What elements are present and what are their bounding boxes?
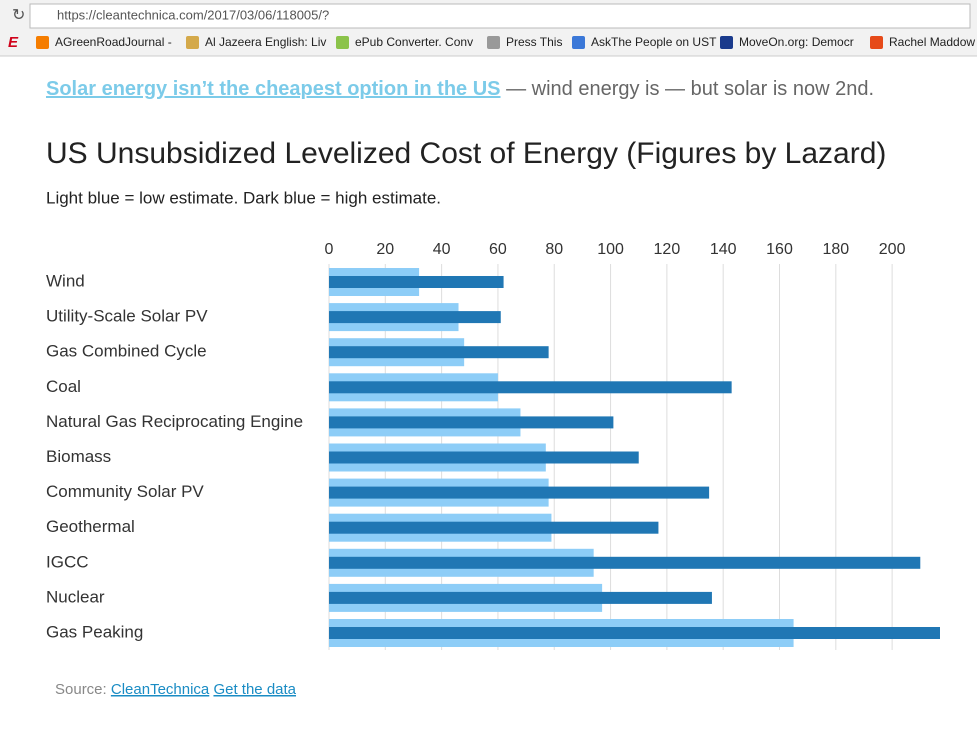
y-tick-label: Nuclear [46,587,105,606]
address-bar[interactable] [29,3,971,29]
bookmark-icon[interactable]: E [8,34,19,51]
bookmark-icon[interactable] [870,36,883,49]
bookmark[interactable]: ePub Converter. Conv [355,35,473,49]
y-tick-label: Wind [46,271,85,290]
bar [329,416,614,429]
intro-text: — wind energy is — but solar is now 2nd. [501,78,875,100]
x-tick-label: 160 [766,241,793,258]
bookmark[interactable]: Rachel Maddow [889,35,975,49]
y-tick-label: Utility-Scale Solar PV [46,307,208,326]
bookmark-icon[interactable] [487,36,500,49]
y-tick-label: Community Solar PV [46,482,204,501]
x-tick-label: 120 [654,241,681,258]
x-tick-label: 80 [545,241,563,258]
bookmark[interactable]: AGreenRoadJournal - [55,35,172,49]
bar [329,521,659,534]
chart-title: US Unsubsidized Levelized Cost of Energy… [46,137,886,170]
bar [329,381,732,394]
x-tick-label: 0 [325,241,334,258]
x-tick-label: 100 [597,241,624,258]
bookmark[interactable]: AskThe People on UST [591,35,717,49]
bookmark[interactable]: Al Jazeera English: Liv [205,35,326,49]
x-tick-label: 40 [433,241,451,258]
url[interactable]: https://cleantechnica.com/2017/03/06/118… [57,7,329,22]
y-tick-label: Natural Gas Reciprocating Engine [46,412,303,431]
y-tick-label: Gas Combined Cycle [46,342,207,361]
bar [329,486,710,499]
y-tick-label: Biomass [46,447,111,466]
intro: Solar energy isn’t the cheapest option i… [46,78,874,100]
x-tick-label: 140 [710,241,737,258]
bar [329,346,549,359]
x-tick-label: 20 [376,241,394,258]
bookmark-icon[interactable] [572,36,585,49]
y-tick-label: Coal [46,377,81,396]
bar [329,591,712,604]
source-link[interactable]: CleanTechnica [111,681,210,698]
bar [329,276,504,288]
data-link[interactable]: Get the data [213,681,296,698]
intro-link[interactable]: Solar energy isn’t the cheapest option i… [46,78,501,100]
bookmark[interactable]: MoveOn.org: Democr [739,35,854,49]
bookmark-icon[interactable] [336,36,349,49]
chart-subtitle: Light blue = low estimate. Dark blue = h… [46,188,441,207]
bar [329,556,921,569]
bookmark-icon[interactable] [720,36,733,49]
y-tick-label: Gas Peaking [46,622,143,641]
x-tick-label: 60 [489,241,507,258]
y-tick-label: IGCC [46,552,89,571]
bar [329,451,639,464]
bar [329,311,501,324]
chart: 0 20 40 60 80 100 120 140 160 180 200 Wind Utility-S… [46,241,940,650]
reload-icon[interactable]: ↻ [12,7,25,24]
bar [329,627,940,639]
bookmark-icon[interactable] [186,36,199,49]
source-label: Source: [55,681,107,698]
x-tick-label: 200 [879,241,906,258]
source: Source: CleanTechnica Get the data [55,681,297,698]
bookmarks-bar: AGreenRoadJournal - Al Jazeera English: L… [36,35,975,49]
x-tick-label: 180 [822,241,849,258]
bookmark[interactable]: Press This [506,35,562,49]
y-tick-label: Geothermal [46,517,135,536]
bookmark-icon[interactable] [36,36,49,49]
